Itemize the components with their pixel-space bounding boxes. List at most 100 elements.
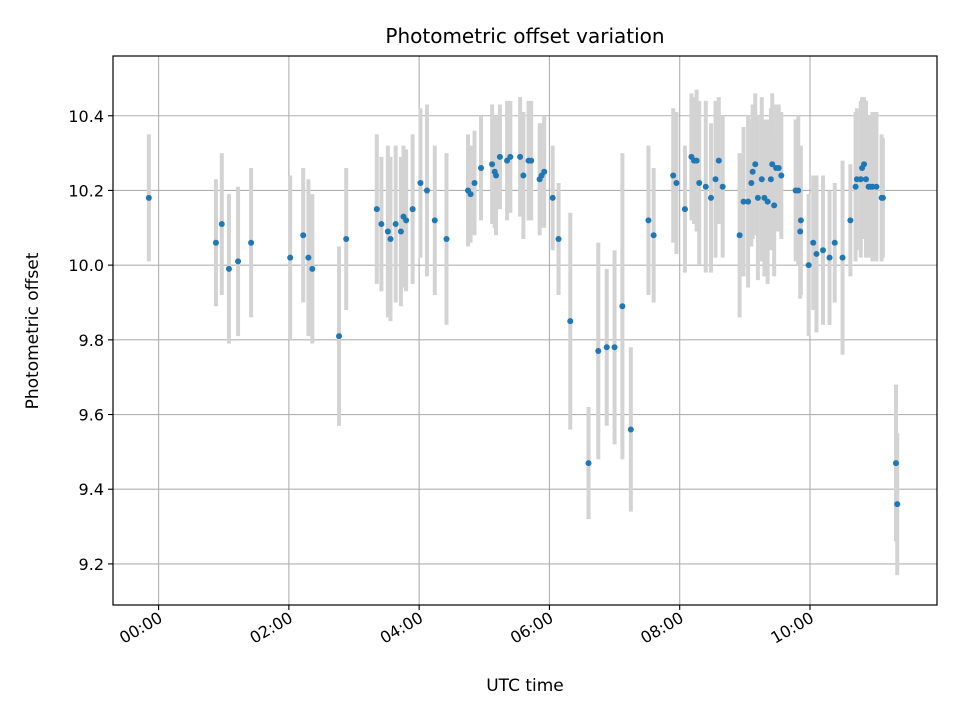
chart-title: Photometric offset variation xyxy=(385,24,664,48)
data-point xyxy=(673,179,680,186)
data-point xyxy=(496,153,503,160)
data-point xyxy=(645,217,652,224)
y-tick-label: 9.4 xyxy=(79,480,104,499)
plot-frame xyxy=(112,55,938,606)
data-point xyxy=(764,198,771,205)
data-point xyxy=(831,239,838,246)
data-point xyxy=(507,153,514,160)
y-axis-label: Photometric offset xyxy=(23,252,43,409)
data-point xyxy=(145,194,152,201)
data-point xyxy=(549,194,556,201)
data-point xyxy=(417,179,424,186)
data-point xyxy=(861,161,868,168)
data-points xyxy=(145,153,901,508)
y-tick-label: 10.0 xyxy=(68,256,104,275)
data-point xyxy=(611,344,618,351)
data-point xyxy=(627,426,634,433)
data-point xyxy=(478,165,485,172)
y-tick-label: 9.2 xyxy=(79,555,104,574)
data-point xyxy=(343,236,350,242)
data-point xyxy=(373,206,380,213)
data-point xyxy=(387,236,394,242)
data-point xyxy=(775,165,782,172)
data-point xyxy=(857,176,864,183)
data-point xyxy=(305,254,312,261)
data-point xyxy=(696,179,703,186)
data-point xyxy=(810,239,817,246)
data-point xyxy=(493,172,500,179)
data-point xyxy=(225,265,232,272)
data-point xyxy=(839,254,846,261)
data-point xyxy=(555,236,562,242)
data-point xyxy=(528,157,535,164)
data-point xyxy=(715,157,722,164)
data-point xyxy=(670,172,677,179)
data-point xyxy=(778,172,785,179)
data-point xyxy=(603,344,610,351)
data-point xyxy=(378,221,385,228)
data-point xyxy=(541,168,548,175)
data-point xyxy=(873,183,880,190)
data-point xyxy=(769,161,776,168)
data-point xyxy=(397,228,404,235)
data-point xyxy=(707,194,714,201)
data-point xyxy=(740,198,747,205)
y-tick-label: 10.2 xyxy=(68,181,104,200)
data-point xyxy=(805,262,812,269)
data-point xyxy=(517,153,524,160)
data-point xyxy=(471,179,478,186)
data-point xyxy=(862,176,869,183)
data-point xyxy=(719,183,726,190)
data-point xyxy=(820,247,827,254)
data-point xyxy=(797,217,804,224)
data-point xyxy=(520,172,527,179)
data-point xyxy=(248,239,255,246)
data-point xyxy=(752,161,759,168)
data-point xyxy=(287,254,294,261)
data-point xyxy=(797,228,804,235)
data-point xyxy=(218,221,225,228)
data-point xyxy=(767,176,774,183)
data-point xyxy=(467,191,474,198)
data-point xyxy=(894,501,901,508)
data-point xyxy=(712,176,719,183)
y-tick-label: 9.8 xyxy=(79,331,104,350)
data-point xyxy=(748,179,755,186)
data-point xyxy=(423,187,430,194)
data-point xyxy=(431,217,438,224)
data-point xyxy=(384,228,391,235)
data-point xyxy=(595,348,602,355)
data-point xyxy=(852,183,859,190)
data-point xyxy=(813,250,820,257)
data-point xyxy=(879,194,886,201)
data-point xyxy=(336,333,343,340)
data-point xyxy=(736,232,743,239)
data-point xyxy=(392,221,399,228)
data-point xyxy=(892,460,899,467)
data-point xyxy=(300,232,307,239)
data-point xyxy=(585,460,592,467)
data-point xyxy=(749,168,756,175)
data-point xyxy=(693,157,700,164)
data-point xyxy=(403,217,410,224)
data-point xyxy=(754,194,761,201)
data-point xyxy=(235,258,242,265)
y-tick-label: 9.6 xyxy=(79,406,104,425)
x-axis-label: UTC time xyxy=(486,676,564,696)
data-point xyxy=(619,303,626,310)
data-point xyxy=(826,254,833,261)
data-point xyxy=(567,318,574,325)
y-axis-ticks: 9.2 9.4 9.6 9.8 10.0 10.2 10.4 xyxy=(68,107,113,574)
y-tick-label: 10.4 xyxy=(68,107,104,126)
data-point xyxy=(409,206,416,213)
data-point xyxy=(309,265,316,272)
data-point xyxy=(702,183,709,190)
data-point xyxy=(745,198,752,205)
data-point xyxy=(650,232,657,239)
data-point xyxy=(681,206,688,213)
data-point xyxy=(771,202,778,209)
data-point xyxy=(847,217,854,224)
data-point xyxy=(212,239,219,246)
